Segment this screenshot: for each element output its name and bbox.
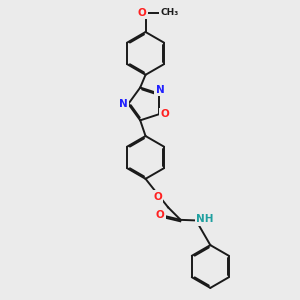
- Text: CH₃: CH₃: [161, 8, 179, 17]
- Text: O: O: [160, 109, 169, 119]
- Text: O: O: [155, 210, 164, 220]
- Text: NH: NH: [196, 214, 214, 224]
- Text: O: O: [138, 8, 146, 18]
- Text: O: O: [153, 192, 162, 202]
- Text: N: N: [119, 99, 128, 109]
- Text: N: N: [156, 85, 164, 94]
